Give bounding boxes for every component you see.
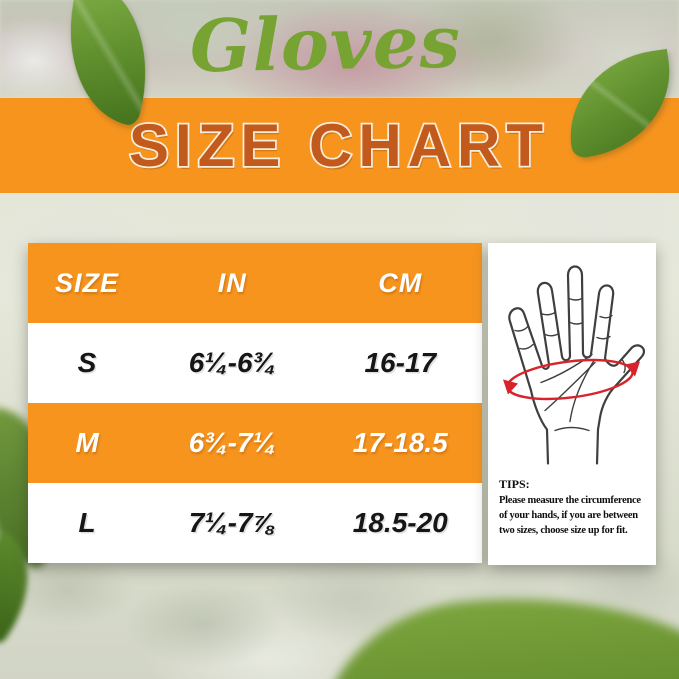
tips-line-3: two sizes, choose size up for fit. (499, 524, 628, 536)
cell-cm-s: 16-17 (364, 347, 437, 378)
size-table: SIZE IN CM S 6¼-6¾ 16-17 M 6¾-7¼ 17-18.5… (28, 243, 482, 563)
column-header-cm: CM (378, 267, 423, 298)
column-header-in: IN (217, 267, 247, 298)
table-row-medium: M 6¾-7¼ 17-18.5 (28, 403, 482, 483)
size-chart-headline-shadow: SIZE CHART (131, 115, 551, 182)
tips-block: TIPS: Please measure the circumference o… (493, 477, 651, 539)
leaf-decoration-top-right-icon (559, 48, 679, 160)
cell-in-l: 7¼-7⅞ (188, 507, 276, 538)
size-chart-headline: SIZE CHART SIZE CHART (127, 110, 551, 182)
column-header-size: SIZE (55, 267, 120, 298)
tips-label: TIPS: (499, 477, 530, 491)
table-row-small: S 6¼-6¾ 16-17 (28, 323, 482, 403)
cell-cm-l: 18.5-20 (352, 507, 448, 538)
cell-in-s: 6¼-6¾ (188, 347, 276, 378)
cell-size-m: M (75, 427, 99, 458)
size-chart-headline-text: SIZE CHART (129, 112, 549, 179)
tips-line-2: of your hands, if you are between (499, 509, 638, 521)
size-chart-banner: SIZE CHART SIZE CHART (0, 98, 679, 193)
cell-size-s: S (77, 347, 97, 378)
table-row-large: L 7¼-7⅞ 18.5-20 (28, 483, 482, 563)
cell-cm-m: 17-18.5 (352, 427, 448, 458)
tips-line-1: Please measure the circumference (499, 495, 641, 506)
leaf-shape (559, 48, 679, 160)
measuring-guide-card: TIPS: Please measure the circumference o… (488, 243, 656, 565)
size-table-header-row: SIZE IN CM (28, 243, 482, 323)
hand-circumference-measure-icon (497, 247, 647, 475)
cell-in-m: 6¾-7¼ (188, 427, 276, 458)
cell-size-l: L (78, 507, 96, 538)
